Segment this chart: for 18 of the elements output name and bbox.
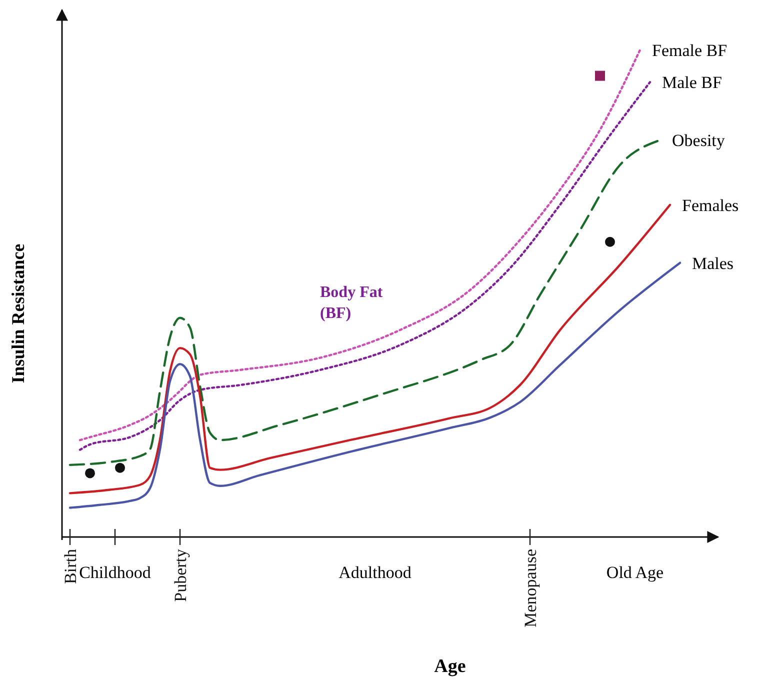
y-axis-title: Insulin Resistance xyxy=(8,244,28,384)
x-tick-label: Menopause xyxy=(521,549,540,628)
series-label: Males xyxy=(692,254,734,273)
series-label: Females xyxy=(682,196,739,215)
x-axis-title: Age xyxy=(434,656,466,677)
text: Old Age xyxy=(606,563,664,582)
text: Adulthood xyxy=(338,563,412,582)
point xyxy=(85,468,95,478)
series-label: Female BF xyxy=(652,40,728,60)
series-label: Male BF xyxy=(662,73,722,92)
x-tick-label: Puberty xyxy=(171,548,190,602)
text: Childhood xyxy=(79,563,152,582)
point xyxy=(115,462,125,473)
point xyxy=(605,236,615,247)
annotation: Body Fat (BF) xyxy=(320,284,384,322)
series-label: Obesity xyxy=(672,131,726,150)
x-tick-label: Birth xyxy=(61,548,80,584)
point xyxy=(595,70,605,81)
